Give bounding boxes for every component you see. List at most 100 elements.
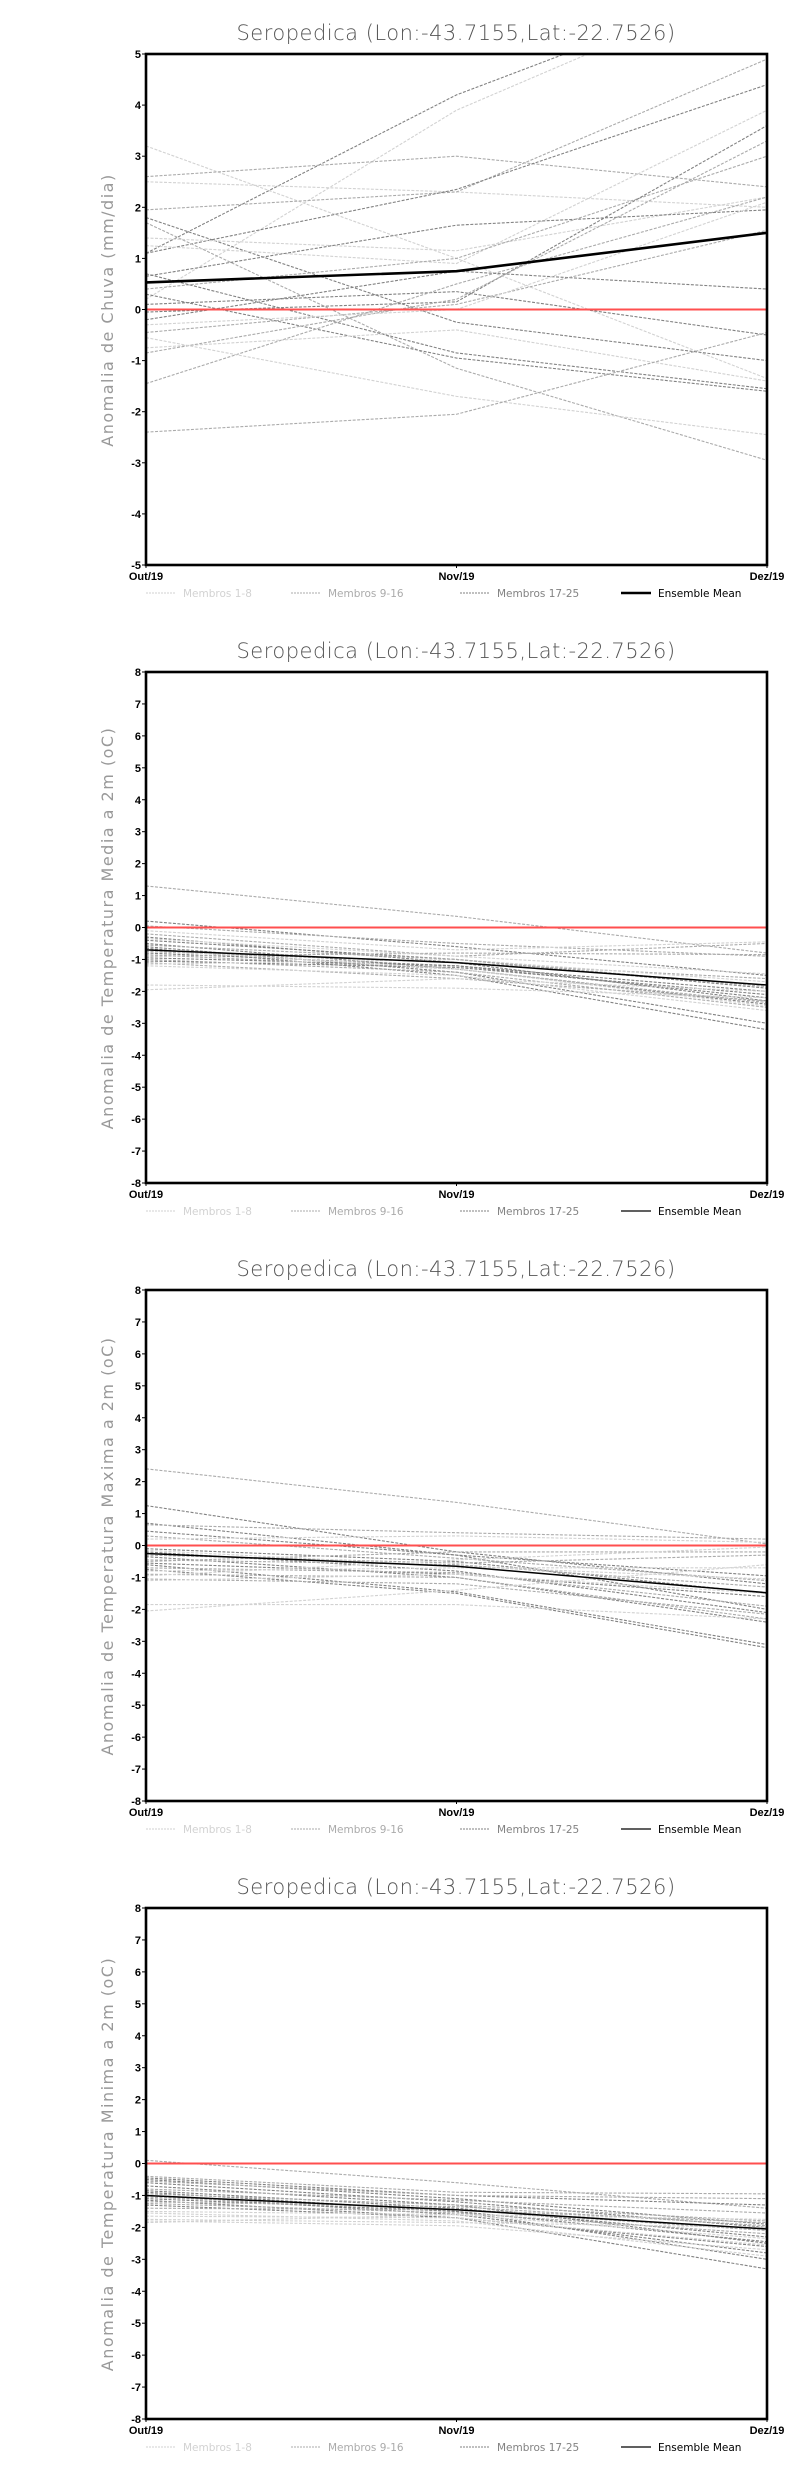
- y-tick-label: 3: [135, 1445, 141, 1457]
- legend-label: Membros 1-8: [183, 1206, 252, 1218]
- member-line-23: [146, 337, 767, 436]
- y-tick-label: 8: [135, 1285, 141, 1297]
- legend-item: Membros 9-16: [291, 2442, 404, 2454]
- legend-label: Membros 9-16: [328, 1206, 404, 1218]
- y-tick-label: -4: [131, 1668, 142, 1680]
- member-line-23: [146, 1604, 767, 1620]
- member-line-23: [146, 978, 767, 992]
- member-line-5: [146, 181, 767, 208]
- member-line-21: [146, 329, 767, 382]
- chart-title: Seropedica (Lon:-43.7155,Lat:-22.7526): [236, 639, 675, 663]
- ensemble-mean-line: [146, 231, 767, 284]
- chart-min-temperature-anomaly: Seropedica (Lon:-43.7155,Lat:-22.7526) A…: [0, 1854, 800, 2472]
- plot-area: -8 -7 -6 -5 -4 -3 -2 -1 0 1 2 3 4 5 6 7 8 Out/19 Nov/19 Dez…: [129, 1285, 785, 1836]
- y-tick-label: -1: [131, 356, 141, 368]
- member-line-12: [146, 209, 767, 277]
- y-tick-label: 3: [135, 151, 141, 163]
- member-line-18: [146, 196, 767, 385]
- legend-label: Membros 1-8: [183, 588, 252, 600]
- member-line-17: [146, 1568, 767, 1649]
- y-tick-label: 8: [135, 1903, 141, 1915]
- y-tick-label: 1: [135, 1509, 141, 1521]
- member-line-19: [146, 270, 767, 321]
- y-tick-label: 0: [135, 305, 141, 317]
- legend-label: Membros 17-25: [497, 2442, 579, 2454]
- member-line-6: [146, 58, 767, 211]
- x-tick-label: Nov/19: [438, 571, 474, 583]
- y-axis-label: Anomalia de Chuva (mm/dia): [98, 173, 117, 446]
- y-tick-label: 5: [135, 1999, 141, 2011]
- series-group: [146, 54, 767, 461]
- x-tick-label: Dez/19: [750, 571, 785, 583]
- member-line-8: [146, 1548, 767, 1594]
- x-tick-label: Dez/19: [750, 1189, 785, 1201]
- y-tick-label: 5: [135, 763, 141, 775]
- y-tick-label: 2: [135, 859, 141, 871]
- chart-title: Seropedica (Lon:-43.7155,Lat:-22.7526): [236, 1875, 675, 1899]
- member-line-25: [146, 2214, 767, 2224]
- y-tick-label: -1: [131, 2190, 141, 2202]
- y-tick-label: -2: [131, 407, 141, 419]
- member-line-22: [146, 2215, 767, 2246]
- chart-svg: Seropedica (Lon:-43.7155,Lat:-22.7526) A…: [98, 1875, 785, 2454]
- legend-label: Membros 17-25: [497, 588, 579, 600]
- legend-item: Membros 17-25: [460, 588, 579, 600]
- y-tick-label: -5: [131, 560, 141, 572]
- y-tick-label: -3: [131, 458, 141, 470]
- plot-area: -8 -7 -6 -5 -4 -3 -2 -1 0 1 2 3 4 5 6 7 8 Out/19 Nov/19 Dez…: [129, 667, 785, 1218]
- y-tick-label: -4: [131, 509, 142, 521]
- member-line-17: [146, 2202, 767, 2235]
- member-line-21: [146, 949, 767, 1007]
- member-line-22: [146, 1573, 767, 1594]
- member-line-3: [146, 925, 767, 957]
- member-line-10: [146, 196, 767, 252]
- chart-title: Seropedica (Lon:-43.7155,Lat:-22.7526): [236, 1257, 675, 1281]
- chart-svg: Seropedica (Lon:-43.7155,Lat:-22.7526) A…: [98, 21, 785, 600]
- legend-label: Membros 1-8: [183, 2442, 252, 2454]
- y-tick-label: -2: [131, 986, 141, 998]
- legend-item: Membros 9-16: [291, 1206, 404, 1218]
- y-tick-label: -7: [131, 1764, 141, 1776]
- y-tick-label: 7: [135, 699, 141, 711]
- legend-item: Membros 17-25: [460, 2442, 579, 2454]
- y-tick-label: 5: [135, 1381, 141, 1393]
- legend-item: Membros 17-25: [460, 1824, 579, 1836]
- member-line-11: [146, 109, 767, 265]
- y-tick-label: -3: [131, 2254, 141, 2266]
- member-line-4: [146, 155, 767, 188]
- legend-item: Membros 1-8: [146, 2442, 252, 2454]
- x-tick-label: Dez/19: [750, 2425, 785, 2437]
- chart-max-temperature-anomaly: Seropedica (Lon:-43.7155,Lat:-22.7526) A…: [0, 1236, 800, 1854]
- member-line-1: [146, 1468, 767, 1545]
- x-tick-label: Out/19: [129, 1189, 163, 1201]
- y-axis-label: Anomalia de Temperatura Minima a 2m (oC): [98, 1957, 117, 2371]
- x-tick-label: Dez/19: [750, 1807, 785, 1819]
- legend-item: Ensemble Mean: [621, 1824, 741, 1836]
- y-tick-label: 2: [135, 2095, 141, 2107]
- legend-label: Ensemble Mean: [658, 1824, 741, 1836]
- chart-svg: Seropedica (Lon:-43.7155,Lat:-22.7526) A…: [98, 639, 785, 1218]
- member-line-21: [146, 1578, 767, 1615]
- legend-item: Membros 1-8: [146, 1206, 252, 1218]
- member-line-24: [146, 938, 767, 975]
- legend-label: Membros 9-16: [328, 588, 404, 600]
- y-tick-label: -3: [131, 1636, 141, 1648]
- y-tick-label: 4: [135, 1413, 142, 1425]
- ensemble-mean-line: [146, 1552, 767, 1594]
- series-group: [146, 2159, 767, 2270]
- member-line-11: [146, 2193, 767, 2222]
- x-tick-label: Out/19: [129, 2425, 163, 2437]
- y-tick-label: 0: [135, 2159, 141, 2171]
- member-line-20: [146, 1546, 767, 1577]
- y-tick-label: 3: [135, 827, 141, 839]
- legend-item: Membros 9-16: [291, 588, 404, 600]
- ensemble-mean-line: [146, 2194, 767, 2230]
- member-line-4: [146, 1524, 767, 1540]
- series-group: [146, 885, 767, 1031]
- y-tick-label: 6: [135, 731, 141, 743]
- member-line-2: [146, 2175, 767, 2195]
- y-tick-label: -2: [131, 1604, 141, 1616]
- member-line-7: [146, 84, 767, 254]
- member-line-14: [146, 273, 767, 390]
- member-line-3: [146, 145, 767, 379]
